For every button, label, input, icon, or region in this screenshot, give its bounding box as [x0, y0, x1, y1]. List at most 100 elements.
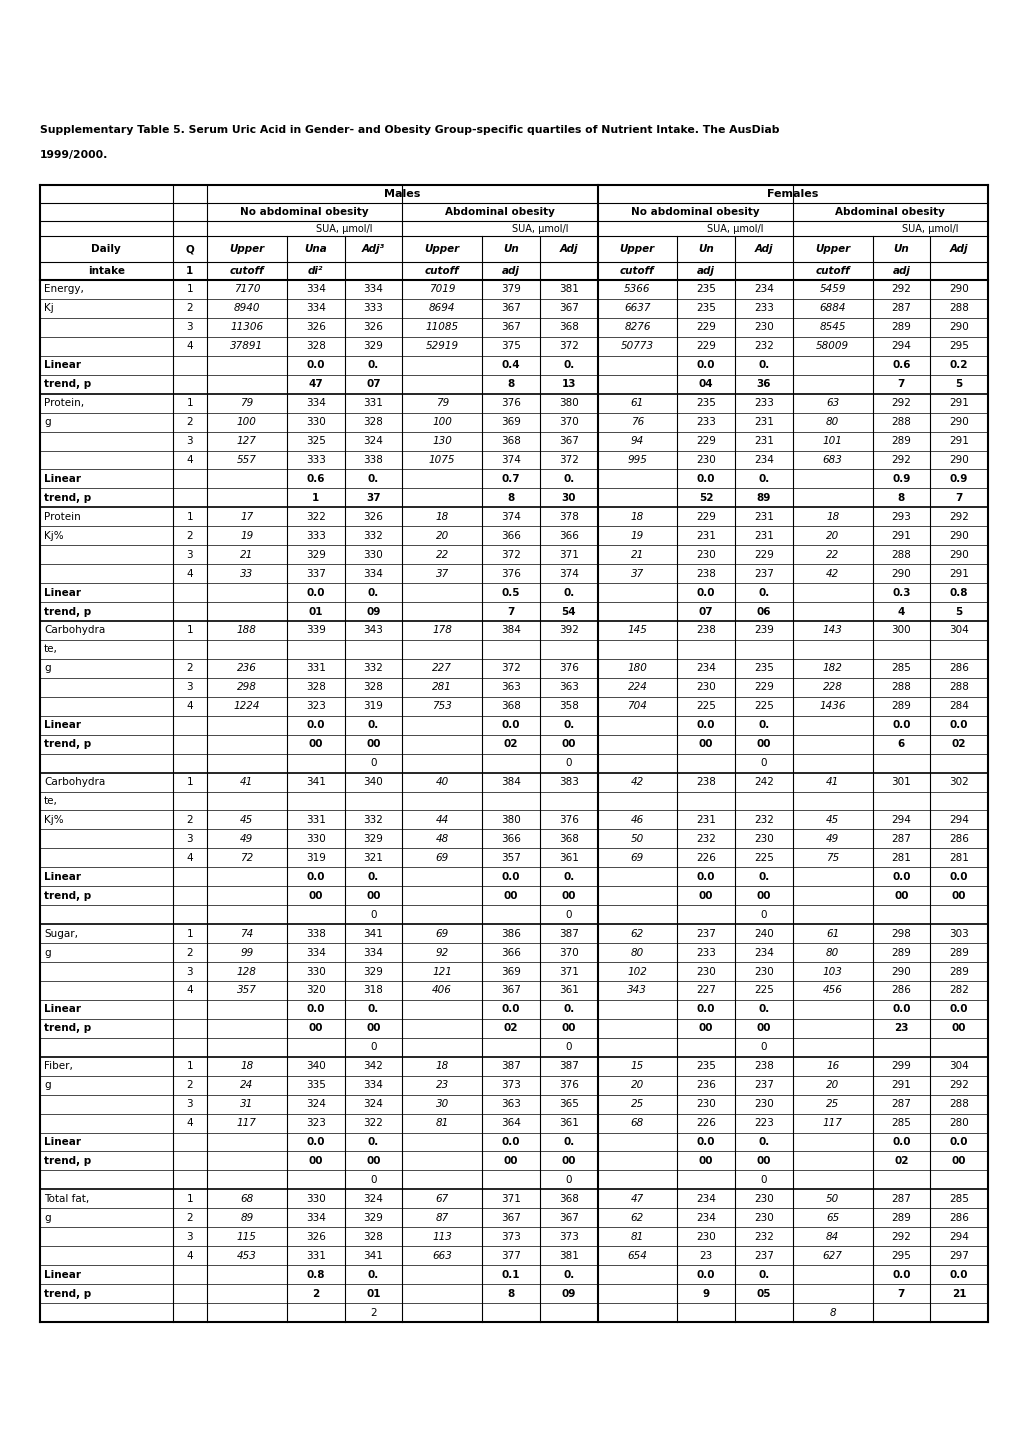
Text: 8: 8: [828, 1307, 836, 1317]
Text: 291: 291: [949, 569, 968, 579]
Text: 49: 49: [825, 834, 839, 844]
Text: 357: 357: [236, 986, 257, 996]
Text: Linear: Linear: [44, 361, 81, 371]
Text: 328: 328: [363, 1232, 383, 1242]
Text: 48: 48: [435, 834, 448, 844]
Text: 0.0: 0.0: [949, 1270, 967, 1280]
Text: 2: 2: [312, 1289, 319, 1299]
Text: 339: 339: [306, 625, 325, 635]
Text: 285: 285: [949, 1193, 968, 1203]
Text: 20: 20: [825, 1081, 839, 1089]
Text: 0.: 0.: [368, 1004, 379, 1014]
Text: 24: 24: [240, 1081, 254, 1089]
Text: 37: 37: [435, 569, 448, 579]
Text: 00: 00: [560, 1023, 576, 1033]
Text: 8940: 8940: [233, 303, 260, 313]
Text: 329: 329: [363, 967, 383, 977]
Text: 292: 292: [891, 1232, 910, 1242]
Text: 231: 231: [753, 436, 773, 446]
Text: 0.0: 0.0: [306, 587, 325, 597]
Text: 76: 76: [630, 417, 643, 427]
Text: 372: 372: [500, 550, 521, 560]
Text: 30: 30: [435, 1100, 448, 1110]
Text: 229: 229: [753, 550, 773, 560]
Text: Protein,: Protein,: [44, 398, 84, 408]
Text: 0.: 0.: [562, 361, 574, 371]
Text: 295: 295: [949, 342, 968, 351]
Text: 325: 325: [306, 436, 325, 446]
Text: 8545: 8545: [818, 322, 845, 332]
Text: 304: 304: [949, 1061, 968, 1071]
Text: 1: 1: [186, 929, 193, 938]
Text: 00: 00: [698, 739, 712, 749]
Text: 0.: 0.: [562, 872, 574, 882]
Text: 19: 19: [630, 531, 643, 541]
Text: 8: 8: [506, 1289, 514, 1299]
Text: 338: 338: [306, 929, 325, 938]
Text: 00: 00: [308, 1023, 323, 1033]
Text: 333: 333: [363, 303, 383, 313]
Text: 231: 231: [696, 815, 715, 825]
Text: 00: 00: [698, 1156, 712, 1166]
Text: Abdominal obesity: Abdominal obesity: [444, 206, 554, 216]
Text: 0.: 0.: [562, 587, 574, 597]
Text: 372: 372: [500, 664, 521, 674]
Text: 06: 06: [756, 606, 770, 616]
Text: 370: 370: [558, 948, 578, 958]
Text: 1: 1: [312, 494, 319, 502]
Text: 298: 298: [236, 683, 257, 693]
Text: 180: 180: [627, 664, 647, 674]
Text: 1: 1: [186, 266, 194, 276]
Text: trend, p: trend, p: [44, 1289, 91, 1299]
Text: 2: 2: [186, 1081, 193, 1089]
Text: 6884: 6884: [818, 303, 845, 313]
Text: 289: 289: [891, 701, 910, 711]
Text: 15: 15: [630, 1061, 643, 1071]
Text: trend, p: trend, p: [44, 606, 91, 616]
Text: 8694: 8694: [429, 303, 454, 313]
Text: 236: 236: [236, 664, 257, 674]
Text: 367: 367: [500, 1212, 521, 1222]
Text: 361: 361: [558, 1118, 578, 1128]
Text: Upper: Upper: [424, 244, 460, 254]
Text: 239: 239: [753, 625, 773, 635]
Text: 375: 375: [500, 342, 521, 351]
Text: 6: 6: [897, 739, 904, 749]
Text: 21: 21: [951, 1289, 965, 1299]
Text: 384: 384: [500, 776, 521, 786]
Text: 366: 366: [500, 531, 521, 541]
Text: 19: 19: [240, 531, 254, 541]
Text: 329: 329: [363, 1212, 383, 1222]
Text: 178: 178: [432, 625, 451, 635]
Text: 80: 80: [825, 948, 839, 958]
Text: 0.0: 0.0: [696, 872, 714, 882]
Text: 1: 1: [186, 625, 193, 635]
Text: SUA, μmol/l: SUA, μmol/l: [706, 224, 762, 234]
Text: 79: 79: [435, 398, 448, 408]
Text: 232: 232: [753, 342, 773, 351]
Text: trend, p: trend, p: [44, 494, 91, 502]
Text: 54: 54: [560, 606, 576, 616]
Text: 23: 23: [894, 1023, 908, 1033]
Text: 1: 1: [186, 1193, 193, 1203]
Text: 8: 8: [897, 494, 904, 502]
Text: 229: 229: [696, 436, 715, 446]
Text: 238: 238: [696, 569, 715, 579]
Text: 226: 226: [696, 1118, 715, 1128]
Text: trend, p: trend, p: [44, 380, 91, 390]
Text: 4: 4: [186, 701, 193, 711]
Text: 365: 365: [558, 1100, 578, 1110]
Text: 235: 235: [696, 398, 715, 408]
Text: 230: 230: [696, 1100, 715, 1110]
Text: 328: 328: [363, 417, 383, 427]
Text: 00: 00: [560, 1156, 576, 1166]
Text: 383: 383: [558, 776, 578, 786]
Text: 84: 84: [825, 1232, 839, 1242]
Text: 330: 330: [363, 550, 383, 560]
Text: 20: 20: [825, 531, 839, 541]
Text: 5459: 5459: [818, 284, 845, 294]
Text: 0.2: 0.2: [949, 361, 967, 371]
Text: 0.: 0.: [757, 1137, 768, 1147]
Text: 231: 231: [696, 531, 715, 541]
Text: 323: 323: [306, 701, 325, 711]
